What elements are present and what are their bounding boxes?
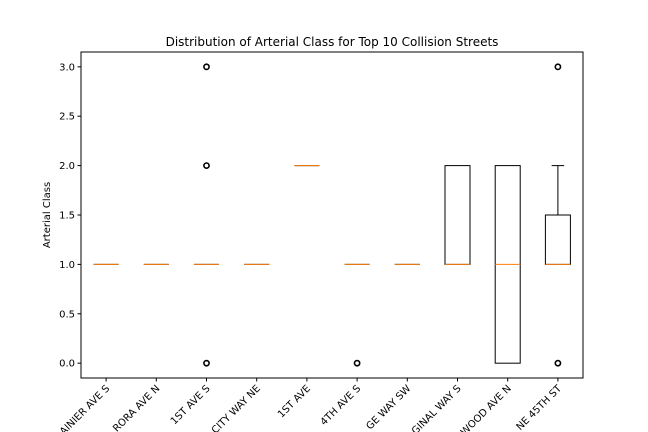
outlier-point bbox=[203, 162, 210, 170]
box-iqr bbox=[544, 214, 571, 265]
plot-marks bbox=[93, 63, 571, 367]
x-tick-label: GE WAY SW bbox=[364, 383, 413, 432]
x-tick-label: AINIER AVE S bbox=[58, 383, 112, 432]
box-group bbox=[194, 63, 219, 367]
outlier-point bbox=[353, 359, 361, 367]
y-tick-label: 0.5 bbox=[59, 309, 75, 320]
x-tick-label: GINAL WAY S bbox=[410, 383, 464, 432]
x-tick-label: NE 45TH ST bbox=[515, 383, 565, 432]
y-tick-label: 2.0 bbox=[59, 161, 75, 172]
box-group bbox=[544, 63, 571, 367]
y-tick-label: 0.0 bbox=[59, 359, 75, 370]
plot-frame bbox=[80, 51, 584, 379]
outlier-point bbox=[554, 63, 562, 71]
y-tick-label: 3.0 bbox=[59, 62, 75, 73]
x-tick-label: 4TH AVE S bbox=[319, 383, 364, 428]
chart-title: Distribution of Arterial Class for Top 1… bbox=[166, 35, 499, 49]
x-tick-label: CITY WAY NE bbox=[210, 383, 263, 432]
box-group bbox=[344, 263, 370, 367]
box-iqr bbox=[444, 165, 471, 265]
x-tick-label: 1ST AVE S bbox=[169, 383, 213, 427]
x-tick-label: WOOD AVE N bbox=[459, 383, 514, 432]
y-tick-label: 1.5 bbox=[59, 211, 75, 222]
box-group bbox=[494, 165, 521, 364]
y-axis: 0.0 0.5 1.0 1.5 2.0 2.5 3.0 bbox=[59, 62, 81, 370]
y-axis-label: Arterial Class bbox=[42, 182, 53, 248]
outlier-point bbox=[554, 359, 562, 367]
x-tick-label: 1ST AVE bbox=[276, 383, 313, 420]
x-tick-label: RORA AVE N bbox=[111, 383, 162, 432]
box-group bbox=[444, 165, 471, 265]
y-tick-label: 1.0 bbox=[59, 260, 75, 271]
outlier-point bbox=[203, 359, 210, 367]
outlier-point bbox=[203, 63, 210, 71]
y-tick-label: 2.5 bbox=[59, 112, 75, 123]
